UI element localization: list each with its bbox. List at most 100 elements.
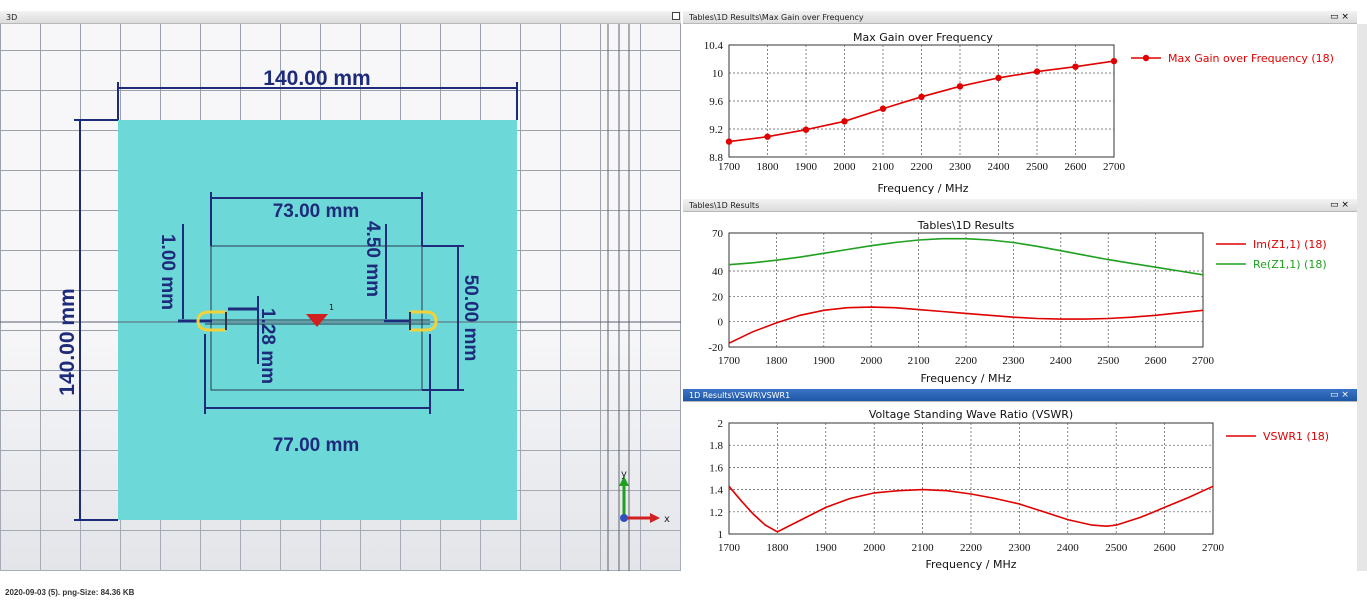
footer-caption: 2020-09-03 (5). png-Size: 84.36 KB <box>5 588 135 597</box>
x-tick-label: 2400 <box>1057 542 1080 554</box>
data-point <box>841 118 848 125</box>
legend-marker <box>1142 54 1150 62</box>
x-tick-label: 1700 <box>718 542 741 554</box>
data-point <box>764 133 771 140</box>
axis-x-label: x <box>664 514 670 525</box>
y-tick-label: 1.8 <box>709 440 723 452</box>
data-point <box>1033 68 1041 75</box>
y-tick-label: 0 <box>718 317 724 329</box>
x-tick-label: 2500 <box>1026 161 1049 173</box>
maximize-icon[interactable] <box>672 12 680 20</box>
x-axis-label: Frequency / MHz <box>877 182 968 195</box>
y-tick-label: 70 <box>712 228 724 240</box>
x-tick-label: 2400 <box>988 161 1011 173</box>
x-tick-label: 1700 <box>718 355 741 367</box>
dim-gap-left: 1.00 mm <box>157 234 178 310</box>
gain-pane-title: Tables\1D Results\Max Gain over Frequenc… <box>689 13 864 22</box>
gain-chart-pane: Max Gain over Frequency 1700 1800 1900 2000 2… <box>683 24 1357 197</box>
x-tick-label: 2000 <box>863 542 886 554</box>
series-line <box>728 306 1204 344</box>
x-tick-label: 2000 <box>860 355 883 367</box>
x-tick-label: 2700 <box>1192 355 1215 367</box>
x-tick-label: 2200 <box>911 161 934 173</box>
x-tick-label: 2600 <box>1154 542 1177 554</box>
results-pane-title: Tables\1D Results <box>689 201 760 210</box>
x-tick-label: 1900 <box>813 355 836 367</box>
axis-y-label: y <box>621 469 627 480</box>
series-line <box>728 485 1214 533</box>
x-tick-label: 1800 <box>757 161 780 173</box>
dim-feed-gap: 1.28 mm <box>257 308 278 384</box>
results-chart-pane: Tables\1D Results 1700 1800 1900 2000 2100 220… <box>683 212 1357 385</box>
x-tick-label: 2700 <box>1103 161 1126 173</box>
x-tick-label: 2100 <box>872 161 895 173</box>
x-tick-label: 2200 <box>960 542 983 554</box>
x-tick-label: 2300 <box>1008 542 1031 554</box>
data-point <box>802 126 810 133</box>
x-tick-label: 2300 <box>949 161 972 173</box>
dim-width-top: 140.00 mm <box>263 67 370 90</box>
chart-title: Voltage Standing Wave Ratio (VSWR) <box>869 408 1073 421</box>
x-tick-label: 2400 <box>1050 355 1073 367</box>
y-tick-label: 9.6 <box>709 96 723 108</box>
x-tick-label: 1900 <box>795 161 818 173</box>
gain-pane-title-bar[interactable]: Tables\1D Results\Max Gain over Frequenc… <box>683 11 1357 24</box>
dim-height-left: 140.00 mm <box>56 288 79 395</box>
x-axis-label: Frequency / MHz <box>925 558 1016 571</box>
x-tick-label: 2700 <box>1202 542 1225 554</box>
y-tick-label: 8.8 <box>709 152 723 164</box>
chart-title: Max Gain over Frequency <box>853 31 993 44</box>
dim-inner-top: 73.00 mm <box>273 201 360 222</box>
dim-inner-right: 50.00 mm <box>460 275 481 362</box>
y-tick-label: 9.2 <box>709 124 723 136</box>
vswr-pane-title-bar[interactable]: 1D Results\VSWR\VSWR1 <box>683 389 1357 402</box>
axis-triad: y x <box>619 469 670 525</box>
view3d-canvas[interactable]: 1 140.00 mm 140.00 mm 73.00 mm 77.00 mm … <box>0 24 681 571</box>
port-label: 1 <box>329 303 334 312</box>
antenna-model: 1 140.00 mm 140.00 mm 73.00 mm 77.00 mm … <box>0 24 681 571</box>
x-tick-label: 1800 <box>766 542 789 554</box>
results-pane-title-bar[interactable]: Tables\1D Results <box>683 199 1357 212</box>
y-tick-label: -20 <box>708 342 723 354</box>
x-tick-label: 2100 <box>908 355 931 367</box>
y-tick-label: 20 <box>712 291 724 303</box>
y-tick-label: 1.4 <box>709 485 723 497</box>
x-tick-label: 2500 <box>1105 542 1128 554</box>
series-line <box>728 237 1204 276</box>
right-edge <box>1357 24 1367 571</box>
x-tick-label: 1800 <box>765 355 788 367</box>
y-tick-label: 10 <box>712 68 724 80</box>
data-point <box>725 138 733 145</box>
vswr-pane-close-icon[interactable]: ▭ × <box>1330 390 1349 400</box>
view3d-title-bar[interactable]: 3D <box>0 11 681 24</box>
x-tick-label: 2600 <box>1065 161 1088 173</box>
gain-pane-close-icon[interactable]: ▭ × <box>1330 12 1349 22</box>
results-pane-close-icon[interactable]: ▭ × <box>1330 200 1349 210</box>
y-tick-label: 1.2 <box>709 507 723 519</box>
vswr-chart-pane: Voltage Standing Wave Ratio (VSWR) 1700 18… <box>683 402 1357 571</box>
y-tick-label: 10.4 <box>704 40 724 52</box>
x-axis-label: Frequency / MHz <box>920 372 1011 385</box>
y-tick-label: 1 <box>718 529 724 541</box>
data-point <box>1110 57 1118 65</box>
legend-label: Re(Z1,1) (18) <box>1253 258 1327 271</box>
legend-label: Im(Z1,1) (18) <box>1253 238 1327 251</box>
port-marker <box>306 314 328 327</box>
legend-label: VSWR1 (18) <box>1263 430 1329 443</box>
view3d-title: 3D <box>6 13 18 22</box>
data-point <box>1072 63 1079 70</box>
legend-label: Max Gain over Frequency (18) <box>1168 52 1334 65</box>
data-point <box>879 105 887 112</box>
gain-chart: Max Gain over Frequency 1700 1800 1900 2000 2… <box>704 31 1334 195</box>
top-strip <box>0 0 1367 10</box>
impedance-chart: Tables\1D Results 1700 1800 1900 2000 2100 220… <box>708 219 1327 385</box>
right-loop <box>410 310 438 332</box>
data-point <box>918 93 925 101</box>
dim-inner-bottom: 77.00 mm <box>273 435 360 456</box>
chart-title: Tables\1D Results <box>917 219 1015 232</box>
y-tick-label: 40 <box>712 266 724 278</box>
x-tick-label: 2500 <box>1097 355 1120 367</box>
data-point <box>956 83 964 90</box>
data-point <box>995 74 1002 82</box>
x-tick-label: 2300 <box>1002 355 1025 367</box>
